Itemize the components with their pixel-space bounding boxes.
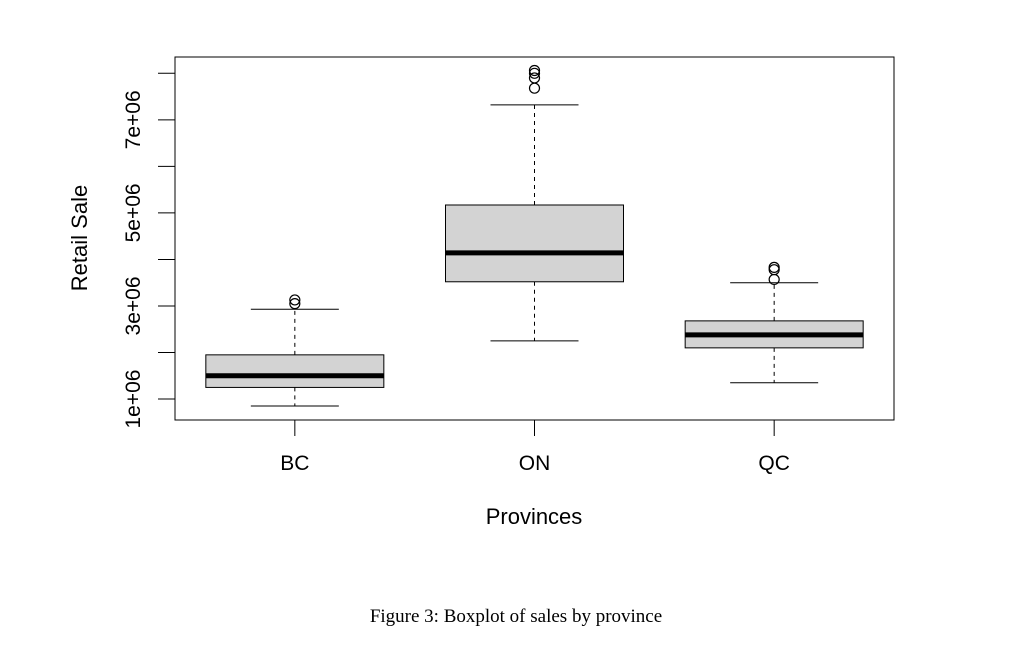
x-axis: BC ON QC [280,420,790,475]
box-bc [205,294,385,407]
y-tick-label: 3e+06 [122,276,145,335]
outlier-point [528,67,541,79]
x-tick-label: ON [519,452,551,475]
x-axis-title: Provinces [486,504,583,529]
iqr-box [445,204,624,283]
outlier-point [528,64,541,77]
outlier-point [528,72,541,84]
y-axis: 1e+06 3e+06 5e+06 7e+06 [122,72,175,429]
y-tick-label: 7e+06 [122,90,145,149]
y-tick-label: 1e+06 [122,370,145,429]
x-tick-label: QC [758,452,790,475]
iqr-box [205,354,385,388]
boxes [205,64,864,407]
outlier-point [768,264,780,276]
y-axis-title: Retail Sale [67,185,92,291]
box-on [445,64,624,342]
outlier-point [528,82,541,94]
outlier-point [768,261,780,273]
box-qc [684,261,864,384]
x-tick-label: BC [280,452,309,475]
figure-caption: Figure 3: Boxplot of sales by province [369,606,663,627]
outlier-point [289,294,301,306]
y-tick-label: 5e+06 [122,183,145,242]
boxplot-chart: 1e+06 3e+06 5e+06 7e+06 BC ON QC Provinces Re… [67,56,895,529]
outlier-point [289,298,301,310]
